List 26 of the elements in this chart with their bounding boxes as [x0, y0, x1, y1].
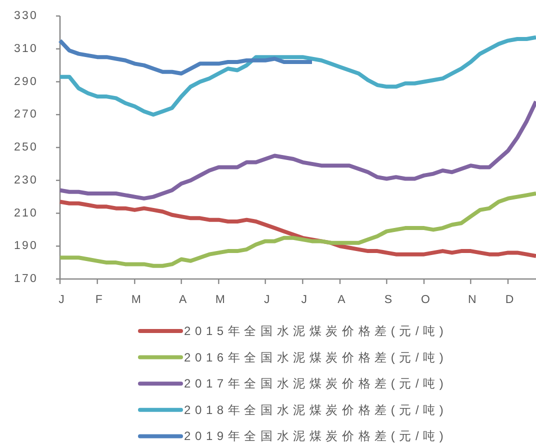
- x-tick-label: A: [338, 294, 346, 306]
- y-tick-label: 170: [14, 273, 38, 285]
- x-tick-label: S: [384, 294, 392, 306]
- y-tick-label: 250: [14, 142, 38, 154]
- y-tick-label: 330: [14, 10, 38, 22]
- x-tick-label: O: [421, 294, 430, 306]
- y-tick-label: 230: [14, 174, 38, 186]
- y-tick-label: 210: [14, 207, 38, 220]
- legend-label: 2018年全国水泥煤炭价格差(元/吨): [184, 402, 448, 417]
- x-tick-label: M: [131, 294, 141, 306]
- x-tick-label: M: [215, 294, 225, 306]
- x-tick-label: J: [58, 294, 64, 306]
- x-tick-label: J: [301, 294, 308, 306]
- x-tick-label: A: [178, 294, 187, 306]
- y-tick-label: 190: [14, 240, 38, 252]
- y-tick-label: 310: [14, 42, 38, 55]
- legend-label: 2017年全国水泥煤炭价格差(元/吨): [184, 376, 448, 391]
- x-tick-label: D: [505, 294, 514, 306]
- y-tick-label: 290: [14, 76, 38, 88]
- x-tick-label: N: [468, 294, 476, 306]
- legend-label: 2016年全国水泥煤炭价格差(元/吨): [184, 350, 448, 364]
- legend-label: 2015年全国水泥煤炭价格差(元/吨): [184, 324, 448, 338]
- x-tick-label: F: [95, 294, 102, 306]
- x-tick-label: J: [264, 294, 270, 306]
- legend-label: 2019年全国水泥煤炭价格差(元/吨): [184, 429, 448, 444]
- y-tick-label: 270: [14, 108, 38, 121]
